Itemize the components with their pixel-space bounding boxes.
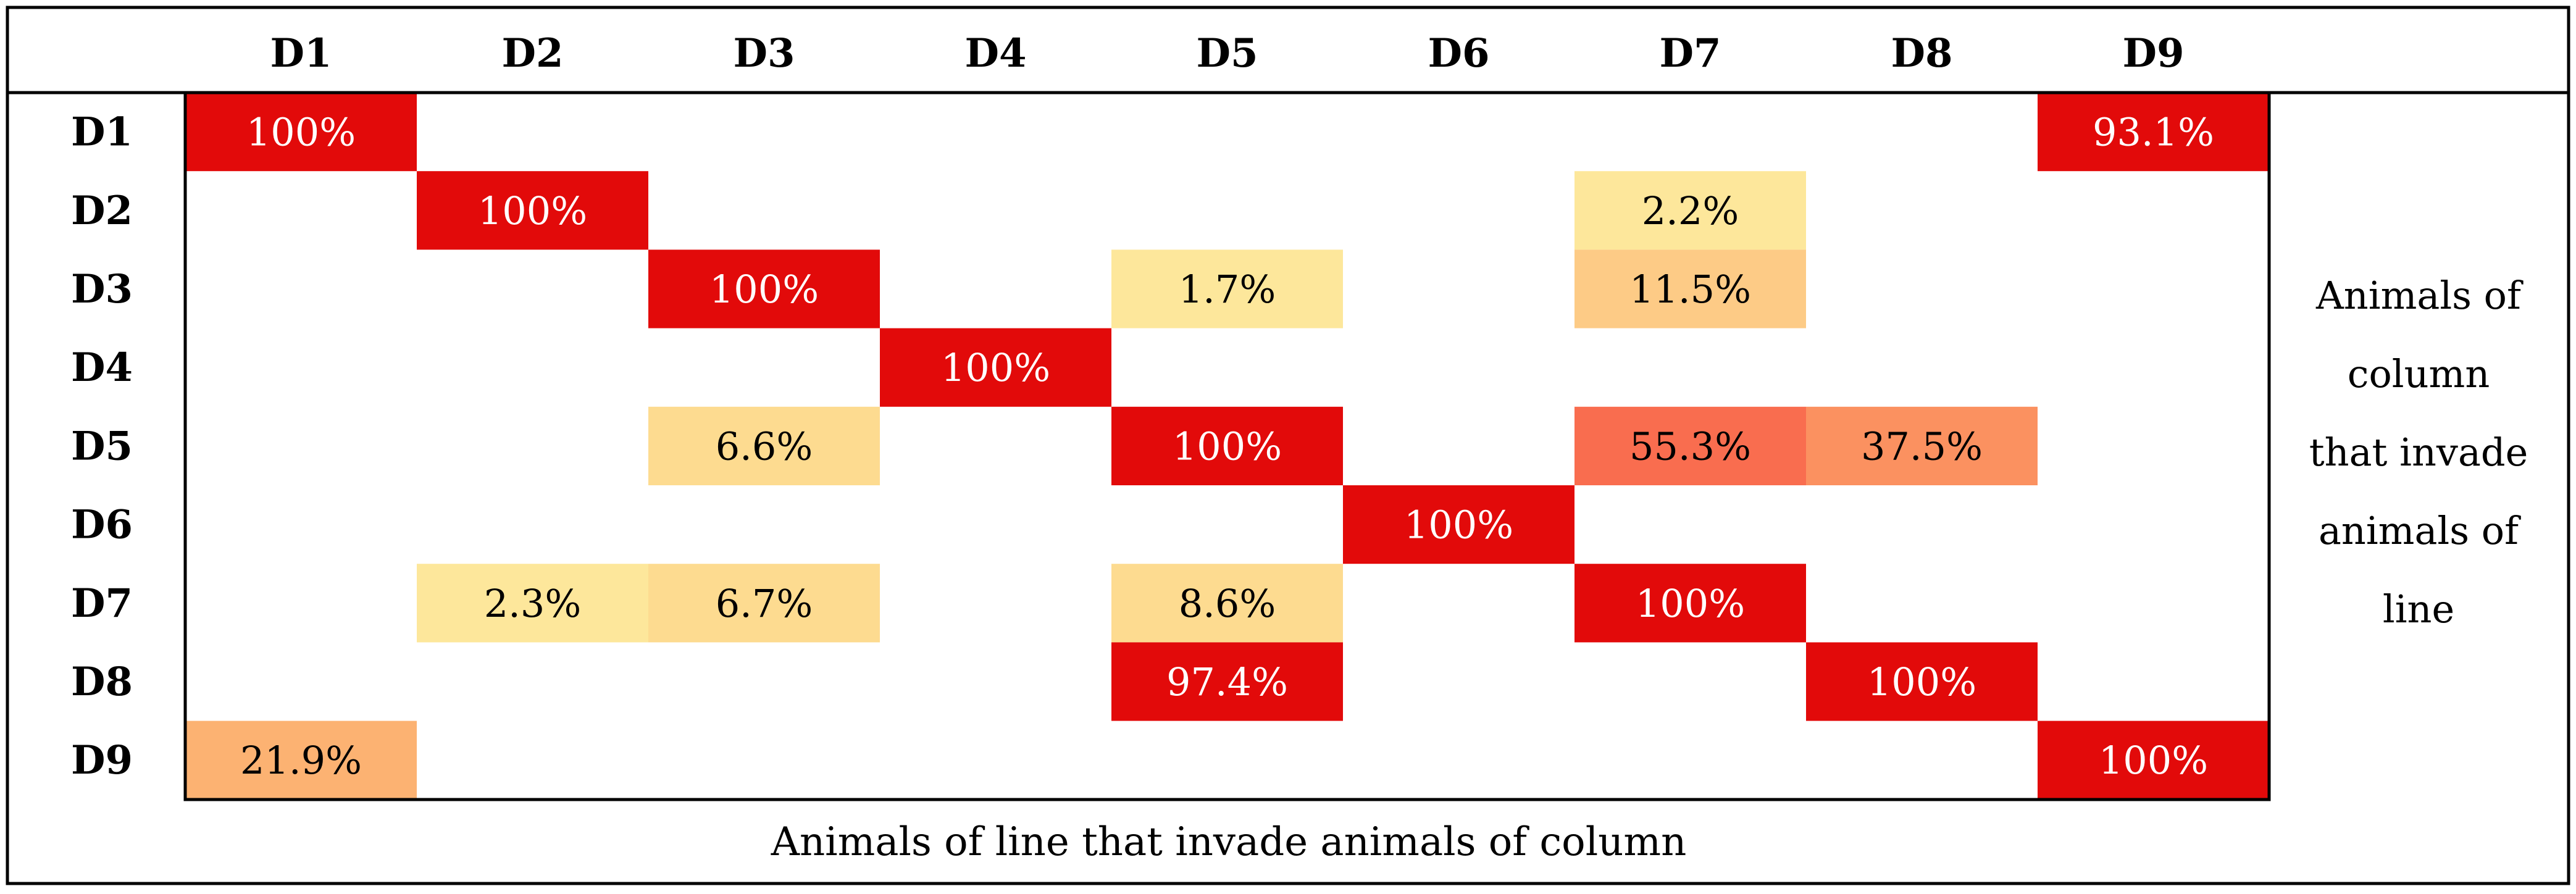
heatmap-cell-d3-d5 bbox=[1111, 249, 1343, 328]
right-axis-label: Animals of column that invade animals of lin… bbox=[2309, 273, 2528, 632]
cell-value-label: 6.6% bbox=[716, 424, 813, 469]
cell-value-label: 37.5% bbox=[1861, 424, 1983, 469]
heatmap-cell-d8-d8 bbox=[1806, 642, 2038, 721]
row-header-d9: D9 bbox=[71, 737, 133, 783]
heatmap-cell-d3-d3 bbox=[648, 249, 880, 328]
cell-value-label: 2.2% bbox=[1642, 188, 1739, 233]
bottom-axis-label: Animals of line that invade animals of c… bbox=[771, 819, 1687, 865]
cell-value-label: 97.4% bbox=[1166, 659, 1288, 704]
cell-value-label: 100% bbox=[1867, 659, 1976, 704]
cell-value-label: 6.7% bbox=[716, 581, 813, 626]
heatmap-cell-d1-d9 bbox=[2038, 93, 2269, 172]
heatmap-cells: 100% 93.1% 100% 2.2% 100% 1.7% 11.5% 100% 6.6% 10… bbox=[185, 93, 2269, 800]
row-header-d4: D4 bbox=[71, 345, 133, 391]
cell-value-label: 100% bbox=[246, 110, 356, 155]
cell-value-label: 21.9% bbox=[240, 738, 362, 783]
row-header-d7: D7 bbox=[71, 580, 133, 627]
column-header-d4: D4 bbox=[964, 30, 1026, 77]
cell-value-label: 100% bbox=[1404, 503, 1513, 548]
right-label-line: line bbox=[2383, 587, 2454, 632]
cell-value-label: 100% bbox=[1173, 424, 1282, 469]
column-header-d6: D6 bbox=[1428, 30, 1489, 77]
cell-value-label: 1.7% bbox=[1179, 267, 1276, 312]
cell-value-label: 100% bbox=[1636, 581, 1745, 626]
row-header-d5: D5 bbox=[71, 423, 133, 469]
heatmap-cell-d9-d1 bbox=[185, 721, 417, 800]
column-header-d8: D8 bbox=[1891, 30, 1952, 77]
heatmap-cell-d7-d3 bbox=[648, 564, 880, 643]
heatmap-cell-d5-d8 bbox=[1806, 406, 2038, 485]
cell-value-label: 2.3% bbox=[484, 581, 582, 626]
matrix-border bbox=[183, 91, 2271, 801]
heatmap-cell-d2-d2 bbox=[417, 171, 648, 250]
heatmap-cell-d3-d7 bbox=[1574, 249, 1806, 328]
heatmap-cell-d5-d7 bbox=[1574, 406, 1806, 485]
column-header-d1: D1 bbox=[270, 30, 332, 77]
column-header-d7: D7 bbox=[1659, 30, 1721, 77]
cell-value-label: 100% bbox=[709, 267, 819, 312]
cell-value-label: 55.3% bbox=[1629, 424, 1751, 469]
row-header-d3: D3 bbox=[71, 266, 133, 312]
row-headers: D1 D2 D3 D4 D5 D6 D7 D8 D9 bbox=[71, 109, 133, 784]
row-header-d8: D8 bbox=[71, 659, 133, 705]
column-headers: D1 D2 D3 D4 D5 D6 D7 D8 D9 bbox=[270, 30, 2184, 77]
right-label-line: animals of bbox=[2319, 508, 2521, 553]
right-label-line: column bbox=[2348, 351, 2490, 396]
cell-value-label: 100% bbox=[941, 345, 1050, 390]
column-header-d9: D9 bbox=[2122, 30, 2184, 77]
heatmap-cell-d1-d1 bbox=[185, 93, 417, 172]
column-header-d3: D3 bbox=[733, 30, 795, 77]
heatmap-cell-d6-d6 bbox=[1343, 485, 1574, 564]
cell-value-label: 100% bbox=[478, 188, 587, 233]
heatmap-cell-d2-d7 bbox=[1574, 171, 1806, 250]
heatmap-cell-d9-d9 bbox=[2038, 721, 2269, 800]
heatmap-cell-d7-d5 bbox=[1111, 564, 1343, 643]
cell-value-label: 8.6% bbox=[1179, 581, 1276, 626]
cell-value-label: 100% bbox=[2099, 738, 2208, 783]
column-header-d5: D5 bbox=[1196, 30, 1258, 77]
column-header-d2: D2 bbox=[501, 30, 563, 77]
heatmap-cell-d7-d2 bbox=[417, 564, 648, 643]
heatmap-cell-d5-d5 bbox=[1111, 406, 1343, 485]
heatmap-cell-d5-d3 bbox=[648, 406, 880, 485]
row-header-d2: D2 bbox=[71, 188, 133, 234]
heatmap-cell-d4-d4 bbox=[880, 328, 1111, 407]
right-label-line: Animals of bbox=[2315, 273, 2524, 318]
heatmap-cell-d8-d5 bbox=[1111, 642, 1343, 721]
right-label-line: that invade bbox=[2309, 430, 2528, 475]
row-header-d1: D1 bbox=[71, 109, 133, 156]
cell-value-label: 11.5% bbox=[1629, 267, 1751, 312]
heatmap-cell-d7-d7 bbox=[1574, 564, 1806, 643]
row-header-d6: D6 bbox=[71, 502, 133, 548]
cell-value-label: 93.1% bbox=[2093, 110, 2214, 155]
